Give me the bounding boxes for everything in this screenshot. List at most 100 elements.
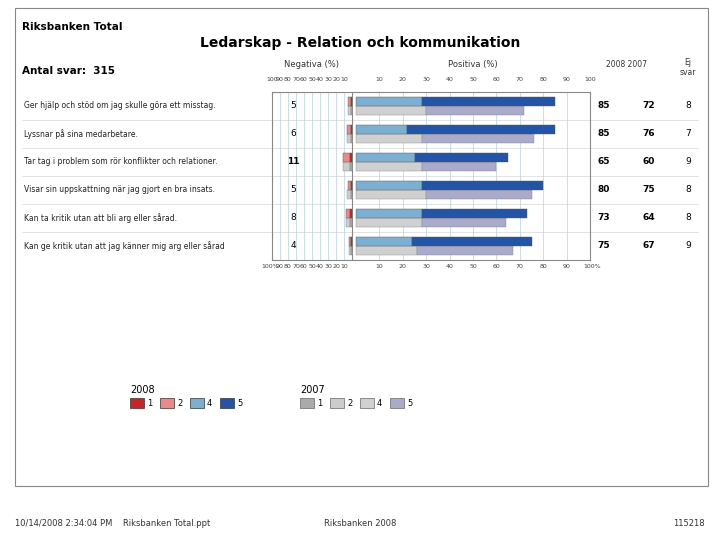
Text: 90: 90 xyxy=(562,77,570,82)
Bar xyxy=(348,246,351,255)
Text: 20: 20 xyxy=(399,264,407,269)
Bar xyxy=(350,208,352,218)
Bar xyxy=(347,125,351,133)
Text: Visar sin uppskattning när jag gjort en bra insats.: Visar sin uppskattning när jag gjort en … xyxy=(24,186,215,194)
Text: 10/14/2008 2:34:04 PM    Riksbanken Total.ppt: 10/14/2008 2:34:04 PM Riksbanken Total.p… xyxy=(15,519,210,528)
Text: 50: 50 xyxy=(469,264,477,269)
Bar xyxy=(347,191,351,199)
Bar xyxy=(300,398,314,408)
Text: Tar tag i problem som rör konflikter och relationer.: Tar tag i problem som rör konflikter och… xyxy=(24,158,217,166)
Text: 50: 50 xyxy=(308,77,316,82)
Text: 30: 30 xyxy=(422,264,430,269)
Bar xyxy=(351,219,352,227)
Text: 8: 8 xyxy=(685,213,691,222)
Text: 70: 70 xyxy=(292,77,300,82)
Bar xyxy=(417,246,513,255)
Text: 30: 30 xyxy=(422,77,430,82)
Text: 100%: 100% xyxy=(583,264,600,269)
Text: 90: 90 xyxy=(276,264,284,269)
Text: 9: 9 xyxy=(685,158,691,166)
Bar xyxy=(351,125,352,133)
Text: 80: 80 xyxy=(539,77,547,82)
Bar xyxy=(351,237,352,246)
Text: 5: 5 xyxy=(237,399,242,408)
Bar xyxy=(356,191,426,199)
Bar xyxy=(426,191,531,199)
Bar xyxy=(220,398,234,408)
Text: 85: 85 xyxy=(598,102,610,111)
Text: 80: 80 xyxy=(284,77,292,82)
Text: 2: 2 xyxy=(177,399,182,408)
Text: 2007: 2007 xyxy=(300,385,325,395)
Text: Ledarskap - Relation och kommunikation: Ledarskap - Relation och kommunikation xyxy=(200,36,520,50)
Bar xyxy=(421,134,534,144)
Bar xyxy=(356,246,417,255)
Text: 7: 7 xyxy=(685,130,691,138)
Text: Ger hjälp och stöd om jag skulle göra ett misstag.: Ger hjälp och stöd om jag skulle göra et… xyxy=(24,102,215,111)
Bar xyxy=(351,97,352,105)
Text: 75: 75 xyxy=(642,186,655,194)
Text: 4: 4 xyxy=(290,241,296,251)
Text: 9: 9 xyxy=(685,241,691,251)
Bar xyxy=(415,152,508,161)
Text: 75: 75 xyxy=(598,241,610,251)
Bar xyxy=(351,246,352,255)
Bar xyxy=(356,134,421,144)
Text: 8: 8 xyxy=(685,102,691,111)
Text: 20: 20 xyxy=(399,77,407,82)
Text: 115218: 115218 xyxy=(673,519,705,528)
Bar xyxy=(421,219,505,227)
Text: 8: 8 xyxy=(685,186,691,194)
Text: 50: 50 xyxy=(469,77,477,82)
Bar xyxy=(346,219,351,227)
Text: 80: 80 xyxy=(598,186,610,194)
Text: 40: 40 xyxy=(446,77,454,82)
Text: 100: 100 xyxy=(266,77,278,82)
Text: Riksbanken 2008: Riksbanken 2008 xyxy=(324,519,396,528)
Bar xyxy=(348,237,351,246)
Bar xyxy=(356,208,421,218)
Text: 90: 90 xyxy=(276,77,284,82)
Text: 4: 4 xyxy=(207,399,212,408)
Text: Lyssnar på sina medarbetare.: Lyssnar på sina medarbetare. xyxy=(24,129,138,139)
Text: 60: 60 xyxy=(643,158,655,166)
Text: 76: 76 xyxy=(642,130,655,138)
Bar xyxy=(190,398,204,408)
Bar xyxy=(426,106,524,116)
Text: 64: 64 xyxy=(642,213,655,222)
Text: 80: 80 xyxy=(539,264,547,269)
Bar xyxy=(130,398,144,408)
Text: 2008: 2008 xyxy=(130,385,155,395)
Text: 60: 60 xyxy=(492,77,500,82)
Text: 80: 80 xyxy=(284,264,292,269)
Bar xyxy=(356,163,421,172)
Text: 60: 60 xyxy=(492,264,500,269)
Bar xyxy=(347,134,351,144)
Text: Kan ge kritik utan att jag känner mig arg eller sårad: Kan ge kritik utan att jag känner mig ar… xyxy=(24,241,225,251)
Bar xyxy=(356,152,415,161)
Bar xyxy=(421,163,496,172)
Bar xyxy=(15,8,708,486)
Bar xyxy=(356,237,412,246)
Text: 6: 6 xyxy=(290,130,296,138)
Text: 20: 20 xyxy=(332,264,340,269)
Text: 4: 4 xyxy=(377,399,382,408)
Text: 40: 40 xyxy=(316,77,324,82)
Text: 5: 5 xyxy=(407,399,413,408)
Text: 5: 5 xyxy=(290,102,296,111)
Text: 70: 70 xyxy=(516,77,523,82)
Bar xyxy=(356,125,408,133)
Text: 90: 90 xyxy=(562,264,570,269)
Text: 65: 65 xyxy=(598,158,610,166)
Bar xyxy=(343,163,350,172)
Text: Kan ta kritik utan att bli arg eller sårad.: Kan ta kritik utan att bli arg eller sår… xyxy=(24,213,177,223)
Text: 70: 70 xyxy=(516,264,523,269)
Bar xyxy=(348,180,351,190)
Text: 10: 10 xyxy=(340,77,348,82)
Bar xyxy=(356,97,421,105)
Bar xyxy=(421,180,543,190)
Text: 1: 1 xyxy=(317,399,323,408)
Text: 100: 100 xyxy=(584,77,596,82)
Bar xyxy=(351,106,352,116)
Text: 73: 73 xyxy=(598,213,610,222)
